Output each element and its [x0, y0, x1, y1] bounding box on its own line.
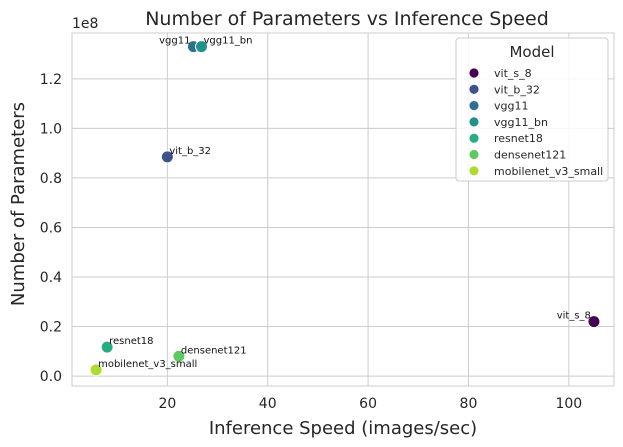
legend-marker — [468, 83, 480, 95]
y-tick-label: 0.2 — [40, 320, 62, 336]
point-label: vgg11 — [159, 36, 190, 47]
chart-title: Number of Parameters vs Inference Speed — [145, 8, 549, 30]
x-tick-label: 40 — [259, 396, 277, 412]
y-tick-label: 1.0 — [40, 121, 62, 137]
legend-box — [455, 37, 609, 182]
x-tick-label: 100 — [555, 396, 582, 412]
point-layer — [89, 40, 601, 377]
y-tick-label: 0.6 — [40, 220, 62, 236]
legend-items: vit_s_8 vit_b_32 vgg11 vgg11_bn resnet18 dens… — [468, 67, 603, 178]
plot-frame — [71, 32, 615, 387]
data-point — [587, 315, 601, 329]
x-axis-title: Inference Speed (images/sec) — [209, 418, 477, 439]
legend-item-label: resnet18 — [494, 132, 543, 145]
legend-title: Model — [509, 43, 554, 61]
x-tick-label: 20 — [158, 396, 176, 412]
x-tick-label: 60 — [359, 396, 377, 412]
y-tick-label: 0.8 — [40, 171, 62, 187]
legend-item-label: vgg11 — [494, 100, 528, 113]
legend-marker — [468, 165, 480, 177]
legend-marker — [468, 67, 480, 79]
point-label: resnet18 — [109, 336, 153, 347]
legend-item-label: mobilenet_v3_small — [494, 165, 603, 178]
legend-marker — [468, 149, 480, 160]
y-axis-title: Number of Parameters — [8, 102, 29, 306]
x-tick-label: 80 — [460, 396, 478, 412]
data-point — [89, 363, 103, 377]
legend: Model vit_s_8 vit_b_32 vgg11 vgg11_bnresnet… — [455, 37, 609, 182]
legend-item-label: densenet121 — [494, 149, 566, 162]
data-point — [194, 40, 208, 54]
point-label: densenet121 — [181, 345, 247, 356]
point-label: vgg11_bn — [203, 36, 252, 47]
legend-item-label: vit_s_8 — [494, 67, 532, 80]
legend-marker — [468, 100, 480, 111]
legend-marker — [468, 116, 480, 128]
y-tick-label: 0.4 — [40, 270, 62, 286]
y-tick-label: 1.2 — [40, 72, 62, 88]
data-point — [172, 349, 186, 363]
point-label: vit_s_8 — [557, 311, 591, 322]
legend-marker — [468, 132, 480, 144]
label-layer: vit_s_8 vit_b_32 vgg11 vgg11_bn resnet18 dens… — [98, 36, 591, 370]
y-offset-label: 1e8 — [72, 16, 98, 32]
y-tick-label: 0.0 — [40, 369, 62, 385]
legend-item-label: vit_b_32 — [494, 83, 540, 96]
tick-layer: 20 40 60 80 100 0.0 0.2 0.4 0.6 0.8 1.0 1.2 — [40, 72, 582, 412]
legend-item-label: vgg11_bn — [494, 116, 548, 129]
data-point — [160, 150, 174, 164]
point-label: vit_b_32 — [169, 146, 211, 157]
point-label: mobilenet_v3_small — [98, 359, 197, 370]
data-point — [100, 340, 114, 354]
